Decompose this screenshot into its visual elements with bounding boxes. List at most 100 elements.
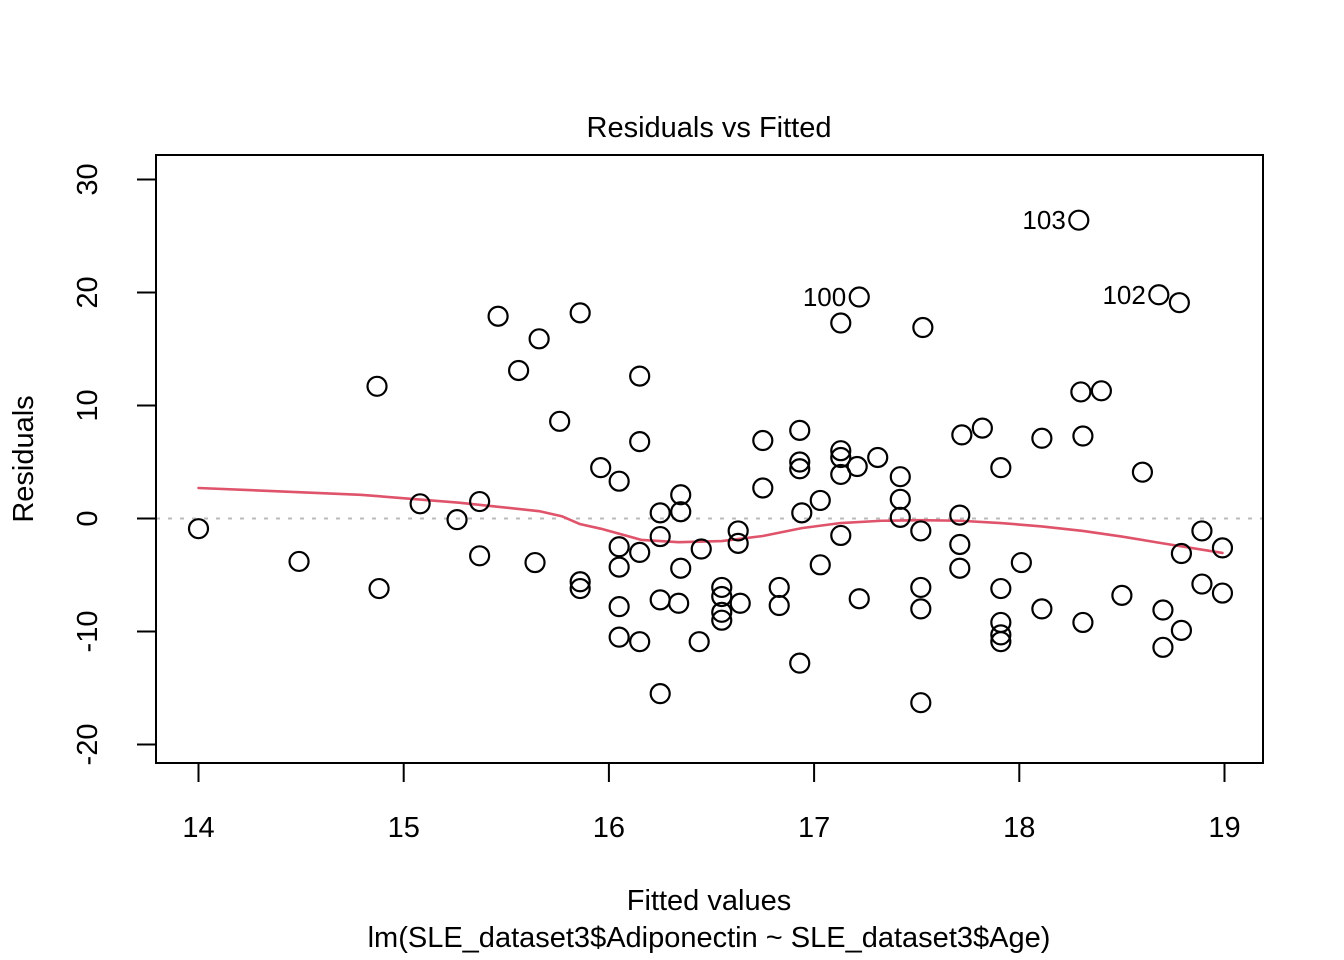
data-point: [1152, 636, 1174, 658]
data-point: [629, 365, 651, 387]
data-point: [971, 417, 993, 439]
data-point: [830, 440, 852, 462]
data-point: [629, 631, 651, 653]
data-point: [867, 446, 889, 469]
data-point: [768, 594, 790, 617]
axes-and-ticks: 14 15 16 17 18 19 -20 -10 0 10 20 30: [72, 163, 1241, 844]
data-point: [752, 429, 774, 452]
data-point: [949, 533, 971, 556]
data-point: [670, 484, 692, 506]
x-tick-label: 14: [182, 812, 214, 844]
data-point: [1211, 537, 1234, 559]
data-point: [1072, 425, 1094, 447]
data-point: [608, 596, 630, 618]
data-point: [910, 598, 932, 620]
data-point: [910, 576, 932, 599]
data-point: [1068, 209, 1090, 231]
data-point: [949, 504, 971, 526]
outlier-point-labels: 100 102 103: [803, 205, 1146, 312]
data-point: [789, 652, 811, 674]
data-point: [1031, 427, 1053, 449]
data-point: [487, 305, 509, 327]
data-point: [889, 488, 911, 510]
x-tick-label: 17: [798, 812, 830, 844]
data-point: [711, 576, 733, 599]
data-point: [1070, 381, 1092, 403]
plot-title: Residuals vs Fitted: [587, 112, 832, 144]
data-point: [1072, 611, 1094, 634]
data-point: [752, 477, 774, 499]
data-point: [1031, 598, 1053, 620]
smoother-path: [197, 486, 1224, 555]
data-point: [1090, 380, 1112, 402]
data-point: [949, 557, 971, 579]
data-point: [830, 446, 852, 469]
y-axis-label: Residuals: [8, 395, 40, 522]
outlier-label: 100: [803, 282, 846, 312]
data-point: [912, 316, 934, 339]
data-point: [727, 532, 749, 554]
data-point: [469, 490, 491, 513]
data-point: [951, 424, 973, 446]
y-tick-label: -20: [72, 724, 104, 766]
data-point: [1152, 599, 1174, 621]
y-tick-label: 10: [72, 389, 104, 421]
data-point: [848, 286, 870, 308]
data-point: [590, 457, 612, 479]
data-point: [830, 312, 852, 334]
data-point: [990, 624, 1012, 646]
data-point: [711, 585, 733, 608]
data-point: [649, 683, 671, 705]
data-point: [608, 536, 630, 558]
data-point: [649, 502, 671, 524]
data-point: [889, 466, 911, 488]
data-point: [889, 506, 911, 528]
data-point: [846, 455, 868, 478]
data-point: [990, 631, 1012, 653]
data-point: [1170, 542, 1193, 565]
data-point: [1191, 573, 1213, 595]
model-call-label: lm(SLE_dataset3$Adiponectin ~ SLE_datase…: [368, 922, 1051, 954]
data-point: [1211, 582, 1234, 604]
data-point: [848, 588, 870, 610]
data-point: [608, 470, 630, 492]
data-point: [768, 576, 790, 599]
data-point: [789, 451, 811, 473]
data-point: [1111, 584, 1133, 606]
loess-smoother-line: [197, 486, 1224, 555]
data-point: [569, 577, 591, 600]
data-point: [727, 520, 749, 542]
data-point: [690, 538, 712, 560]
data-point: [187, 518, 210, 540]
data-point: [608, 556, 630, 578]
data-point: [711, 609, 733, 631]
data-point: [791, 502, 813, 524]
data-point: [409, 493, 431, 515]
data-point: [608, 626, 630, 648]
x-axis-label: Fitted values: [627, 885, 791, 917]
x-tick-label: 19: [1208, 812, 1240, 844]
data-point: [688, 631, 710, 653]
plot-border: [155, 154, 1264, 764]
data-point: [366, 375, 388, 397]
data-point: [524, 551, 546, 574]
data-point: [1131, 461, 1154, 483]
data-point: [670, 557, 692, 579]
data-point: [368, 577, 390, 600]
data-point: [549, 410, 571, 432]
data-point: [668, 592, 690, 614]
data-point: [789, 458, 811, 480]
outlier-label: 103: [1022, 205, 1065, 235]
data-point: [670, 501, 692, 523]
y-tick-label: 0: [72, 510, 104, 526]
data-point: [508, 359, 530, 382]
data-point: [469, 545, 491, 567]
data-point: [569, 302, 591, 324]
x-tick-label: 16: [593, 812, 625, 844]
data-point: [990, 577, 1012, 600]
data-point: [528, 328, 550, 350]
y-tick-label: 20: [72, 276, 104, 308]
data-point: [1168, 292, 1190, 314]
